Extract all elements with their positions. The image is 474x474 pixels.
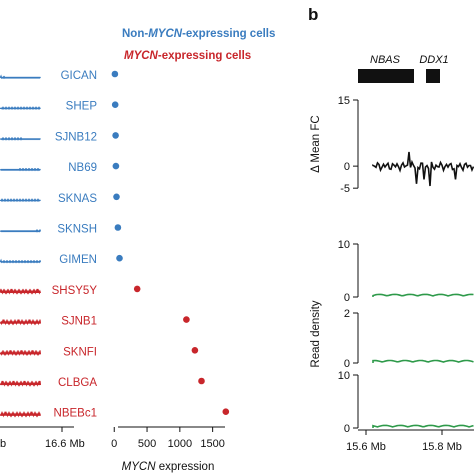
coverage-track-gimen bbox=[0, 258, 42, 264]
cell-line-label-sknsh: SKNSH bbox=[57, 224, 97, 236]
expression-dot-shsy5y bbox=[133, 285, 141, 293]
left-axis-tick-0: b bbox=[0, 438, 6, 450]
cell-line-label-nb69: NB69 bbox=[68, 162, 97, 174]
expression-dot-gican bbox=[111, 70, 119, 78]
density-signal-1 bbox=[372, 359, 474, 363]
gene-label-ddx1: DDX1 bbox=[419, 54, 448, 66]
coverage-track-nbebc1 bbox=[0, 411, 42, 418]
b-x-tick-0: 15.6 Mb bbox=[346, 441, 386, 453]
coverage-track-shsy5y bbox=[0, 288, 42, 295]
coverage-track-sknsh bbox=[0, 229, 42, 233]
cell-line-label-sknfi: SKNFI bbox=[63, 346, 97, 358]
gene-label-nbas: NBAS bbox=[370, 54, 401, 66]
coverage-track-sjnb12 bbox=[0, 137, 41, 141]
cell-line-label-sknas: SKNAS bbox=[58, 193, 97, 205]
cell-line-label-sjnb1: SJNB1 bbox=[61, 316, 97, 328]
b-x-tick-1: 15.8 Mb bbox=[422, 441, 462, 453]
expression-x-tick-2: 1000 bbox=[168, 438, 192, 450]
cell-line-label-nbebc1: NBEBc1 bbox=[54, 408, 97, 420]
expression-dot-sjnb1 bbox=[183, 316, 190, 323]
fc-y-tick-2: -5 bbox=[340, 183, 350, 195]
expression-dot-nb69 bbox=[112, 162, 120, 170]
coverage-track-shep bbox=[0, 106, 41, 110]
gene-box-nbas bbox=[358, 69, 414, 83]
legend-non-expressing: Non-MYCN-expressing cells bbox=[122, 28, 275, 40]
fc-y-tick-0: 15 bbox=[338, 95, 350, 107]
panel-a-expression-axis: b 16.6 Mb MYCN expression 0 500 1000 1500 bbox=[0, 426, 225, 473]
expression-x-tick-0: 0 bbox=[111, 438, 117, 450]
coverage-track-sknas bbox=[0, 198, 41, 202]
expression-dot-sknfi bbox=[191, 347, 199, 354]
fc-y-tick-1: 0 bbox=[344, 161, 350, 173]
expression-dot-sjnb12 bbox=[112, 132, 119, 139]
panel-a-coverage-tracks bbox=[0, 74, 42, 418]
panel-a-expression-dots bbox=[111, 70, 230, 416]
panel-b-fold-change-track: 15 0 -5 Δ Mean FC bbox=[310, 95, 474, 195]
panel-a-cell-line-labels: GICAN SHEP SJNB12 NB69 SKNAS SKNSH GIMEN SHSY5Y… bbox=[52, 70, 98, 420]
expression-dot-gimen bbox=[116, 254, 123, 262]
legend-expressing: MYCN-expressing cells bbox=[124, 50, 251, 62]
density-2-y-tick-1: 0 bbox=[344, 423, 350, 435]
density-2-y-tick-0: 10 bbox=[338, 370, 350, 382]
density-1-y-tick-1: 0 bbox=[344, 358, 350, 370]
density-0-y-tick-0: 10 bbox=[338, 239, 350, 251]
coverage-track-gican bbox=[0, 74, 41, 80]
density-y-label: Read density bbox=[310, 300, 322, 367]
density-1-y-tick-0: 2 bbox=[344, 308, 350, 320]
cell-line-label-gimen: GIMEN bbox=[59, 254, 97, 266]
expression-x-tick-1: 500 bbox=[138, 438, 156, 450]
coverage-track-clbga bbox=[0, 380, 42, 387]
coverage-track-nb69 bbox=[0, 167, 41, 172]
panel-b-x-axis: 15.6 Mb 15.8 Mb bbox=[346, 429, 474, 453]
expression-dot-clbga bbox=[198, 377, 205, 385]
expression-x-tick-3: 1500 bbox=[200, 438, 224, 450]
cell-line-label-gican: GICAN bbox=[61, 70, 97, 82]
density-signal-0 bbox=[372, 293, 474, 297]
cell-line-label-clbga: CLBGA bbox=[58, 377, 97, 389]
expression-x-label: MYCN expression bbox=[122, 461, 215, 473]
fc-signal-line bbox=[372, 151, 474, 187]
cell-line-label-shsy5y: SHSY5Y bbox=[52, 285, 98, 297]
expression-dot-sknsh bbox=[114, 224, 122, 231]
expression-dot-nbebc1 bbox=[222, 408, 230, 416]
coverage-track-sjnb1 bbox=[0, 319, 42, 326]
density-0-y-tick-1: 0 bbox=[344, 292, 350, 304]
panel-b-letter: b bbox=[308, 5, 318, 24]
panel-b-gene-track: NBAS DDX1 bbox=[358, 54, 449, 83]
cell-line-label-shep: SHEP bbox=[66, 101, 98, 113]
expression-dot-sknas bbox=[113, 193, 120, 201]
gene-box-ddx1 bbox=[426, 69, 440, 83]
coverage-track-sknfi bbox=[0, 350, 42, 357]
left-axis-tick-1: 16.6 Mb bbox=[45, 438, 85, 450]
fc-y-label: Δ Mean FC bbox=[310, 115, 322, 173]
expression-dot-shep bbox=[111, 101, 119, 108]
cell-line-label-sjnb12: SJNB12 bbox=[55, 131, 97, 143]
density-signal-2 bbox=[372, 424, 474, 428]
